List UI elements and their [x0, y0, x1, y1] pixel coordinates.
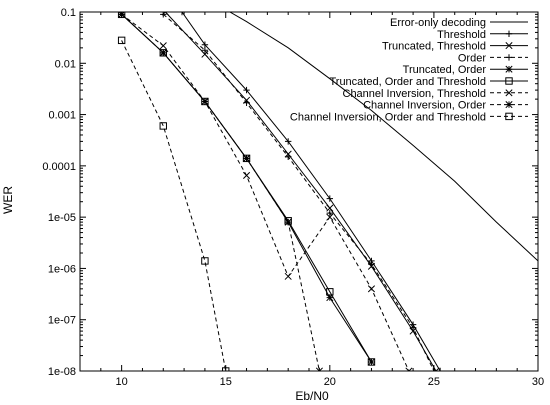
legend-item: Truncated, Order and Threshold [329, 76, 528, 88]
y-tick-label: 1e-05 [48, 212, 76, 224]
series-line [121, 13, 372, 363]
series-line [121, 13, 410, 371]
x-tick-label: 25 [428, 376, 440, 388]
series-point [284, 272, 292, 280]
y-tick-label: 0.0001 [42, 161, 76, 173]
series-point [201, 97, 209, 106]
series-line [121, 13, 372, 363]
series-point [159, 122, 167, 130]
series-point [284, 138, 292, 145]
x-tick-label: 10 [116, 376, 128, 388]
series-1 [229, 12, 538, 262]
series-point [159, 49, 167, 57]
legend-item: Truncated, Threshold [382, 41, 528, 53]
series-point [117, 36, 126, 45]
series-line [229, 12, 538, 262]
series-point [284, 153, 292, 161]
series-point [436, 367, 444, 371]
legend-label: Truncated, Threshold [382, 41, 486, 53]
series-5 [118, 12, 376, 366]
series-point [222, 367, 230, 371]
legend-label: Channel Inversion, Order and Threshold [290, 111, 486, 123]
series-4 [160, 12, 438, 371]
series-point [367, 358, 376, 366]
legend-label: Threshold [437, 29, 486, 41]
series-point [243, 86, 250, 94]
series-point [201, 257, 209, 265]
series-point [326, 294, 334, 302]
series-point [505, 89, 513, 97]
series-point [430, 367, 438, 371]
series-point [160, 12, 167, 18]
series-point [159, 42, 167, 50]
legend-label: Error-only decoding [390, 17, 486, 29]
series-point [315, 367, 323, 371]
legend-item: Truncated, Order [403, 64, 528, 76]
series-point [367, 285, 376, 293]
y-tick-label: 1e-06 [48, 263, 76, 275]
series-7 [118, 12, 413, 371]
series-3 [161, 12, 440, 371]
legend-item: Channel Inversion, Order and Threshold [290, 111, 528, 123]
legend-label: Truncated, Order and Threshold [329, 76, 486, 88]
y-tick-label: 0.001 [48, 110, 76, 122]
series-point [368, 261, 375, 268]
legend-item: Channel Inversion, Order [363, 100, 528, 112]
series-line [121, 40, 227, 371]
series-8 [118, 12, 323, 371]
series-line [121, 13, 320, 371]
x-tick-label: 20 [324, 376, 336, 388]
x-tick-label: 30 [532, 376, 544, 388]
series-6 [117, 12, 376, 366]
series-point [409, 324, 417, 331]
series-point [326, 204, 334, 212]
legend-label: Channel Inversion, Order [363, 100, 486, 112]
series-line [165, 12, 437, 371]
series-point [201, 41, 209, 48]
series-point [326, 288, 334, 296]
y-tick-label: 0.01 [55, 58, 76, 70]
legend-label: Truncated, Order [403, 64, 487, 76]
series-point [243, 99, 250, 106]
y-tick-label: 0.1 [61, 7, 76, 19]
legend-label: Order [458, 52, 486, 64]
series-point [326, 209, 334, 217]
y-tick-label: 1e-07 [48, 315, 76, 327]
series-point [201, 46, 209, 54]
legend-item: Threshold [437, 29, 528, 41]
series-point [284, 218, 292, 226]
series-9 [117, 36, 230, 371]
series-point [505, 54, 513, 61]
legend-item: Channel Inversion, Threshold [343, 88, 528, 100]
y-tick-label: 1e-08 [48, 366, 76, 378]
series-line [162, 13, 435, 371]
series-point [505, 112, 513, 121]
series-point [505, 101, 513, 109]
series-point [242, 171, 251, 180]
x-tick-label: 15 [220, 376, 232, 388]
x-axis-label: Eb/N0 [295, 389, 329, 403]
legend-item: Error-only decoding [390, 17, 528, 29]
y-axis-label: WER [1, 186, 15, 214]
series-point [326, 213, 334, 221]
series-point [118, 12, 126, 18]
legend-label: Channel Inversion, Threshold [343, 88, 487, 100]
series-point [178, 12, 186, 16]
series-line [181, 12, 441, 371]
series-point [242, 154, 251, 162]
series-point [326, 195, 334, 202]
series-point [505, 77, 513, 85]
legend-item: Order [458, 52, 528, 64]
series-point [505, 42, 513, 50]
series-point [505, 65, 513, 73]
series-point [505, 30, 513, 37]
series-point [405, 367, 413, 371]
